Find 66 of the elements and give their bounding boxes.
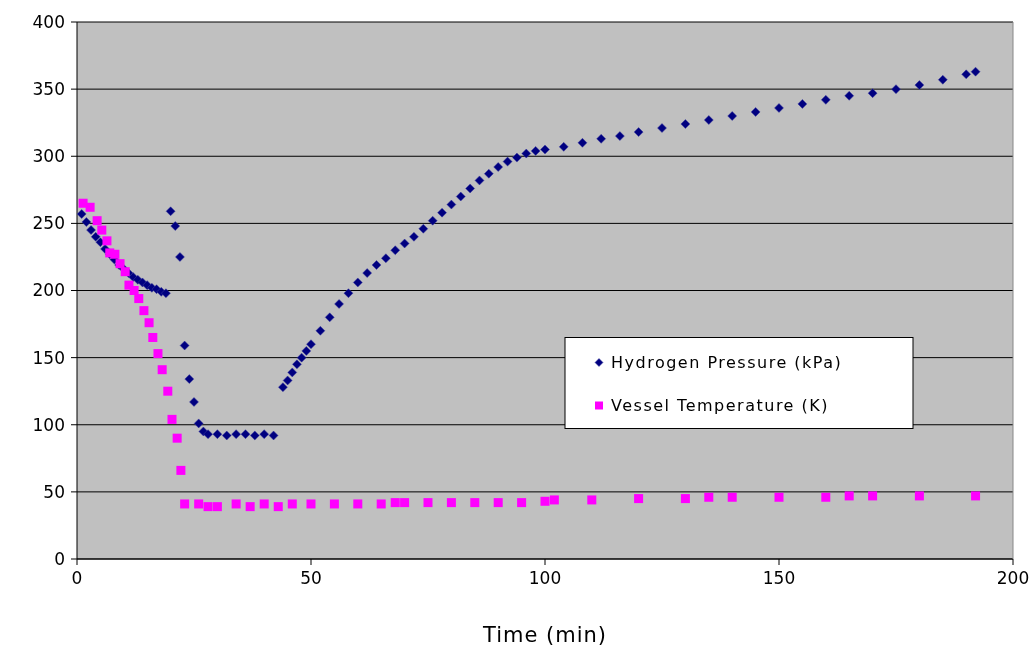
point — [549, 495, 559, 505]
point — [231, 499, 241, 509]
x-tick-label: 0 — [71, 568, 83, 588]
x-axis-title: Time (min) — [481, 623, 608, 647]
point — [148, 332, 158, 342]
point — [259, 499, 269, 509]
point — [423, 498, 433, 508]
point — [157, 365, 167, 375]
point — [517, 498, 527, 508]
point — [376, 499, 386, 509]
point — [868, 491, 878, 501]
point — [176, 465, 186, 475]
point — [129, 286, 139, 295]
point — [144, 318, 154, 328]
point — [153, 349, 163, 359]
legend-label: Hydrogen Pressure (kPa) — [611, 353, 843, 373]
point — [493, 498, 503, 508]
legend-label: Vessel Temperature (K) — [611, 396, 830, 416]
point — [390, 498, 400, 508]
y-tick-label: 0 — [54, 548, 65, 569]
point — [844, 491, 854, 501]
y-tick-label: 150 — [32, 347, 65, 368]
point — [273, 502, 283, 512]
point — [212, 502, 222, 512]
point — [97, 225, 107, 235]
point — [92, 216, 102, 226]
point — [914, 491, 924, 501]
point — [134, 294, 144, 304]
point — [139, 306, 149, 316]
point — [85, 202, 95, 212]
point — [194, 499, 204, 509]
x-tick-label: 200 — [996, 568, 1030, 588]
y-tick-label: 400 — [32, 11, 65, 32]
point — [102, 236, 112, 246]
point — [774, 492, 784, 502]
x-tick-label: 50 — [300, 568, 322, 588]
point — [180, 499, 190, 509]
y-tick-label: 250 — [32, 213, 65, 234]
point — [821, 492, 831, 502]
point — [704, 492, 714, 502]
point — [163, 386, 173, 396]
point — [446, 498, 456, 508]
y-tick-label: 200 — [32, 280, 65, 301]
point — [470, 498, 480, 508]
y-tick-label: 50 — [43, 481, 65, 502]
point — [203, 502, 213, 512]
point — [245, 502, 255, 512]
point — [680, 494, 690, 504]
point — [971, 491, 981, 501]
point — [353, 499, 363, 509]
y-tick-label: 300 — [32, 146, 65, 167]
point — [587, 495, 597, 505]
point — [306, 499, 316, 509]
point — [634, 494, 644, 504]
point — [400, 498, 410, 508]
point — [287, 499, 297, 509]
point — [727, 492, 737, 502]
point — [110, 249, 120, 259]
point — [329, 499, 339, 509]
point — [167, 414, 177, 424]
x-tick-label: 100 — [528, 568, 562, 588]
point — [540, 496, 550, 506]
x-tick-label: 150 — [762, 568, 796, 588]
y-tick-label: 100 — [32, 414, 65, 435]
y-tick-label: 350 — [32, 79, 65, 100]
point — [172, 433, 182, 443]
